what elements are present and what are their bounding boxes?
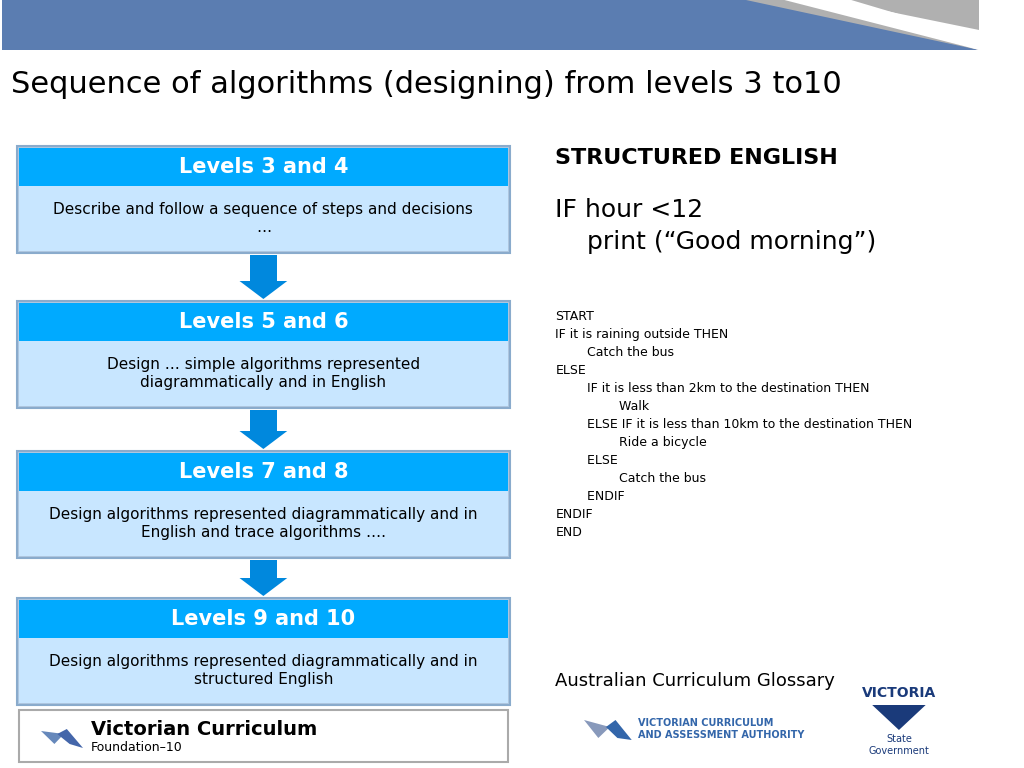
Polygon shape (41, 731, 63, 744)
FancyBboxPatch shape (19, 710, 508, 762)
FancyBboxPatch shape (250, 560, 276, 578)
Polygon shape (240, 281, 288, 299)
Text: Design algorithms represented diagrammatically and in
structured English: Design algorithms represented diagrammat… (49, 654, 477, 687)
Text: Australian Curriculum Glossary: Australian Curriculum Glossary (555, 672, 836, 690)
Text: Design algorithms represented diagrammatically and in
English and trace algorith: Design algorithms represented diagrammat… (49, 508, 477, 540)
FancyBboxPatch shape (250, 410, 276, 431)
FancyBboxPatch shape (19, 148, 508, 186)
Text: Levels 9 and 10: Levels 9 and 10 (171, 609, 355, 629)
Polygon shape (57, 729, 83, 748)
Polygon shape (784, 0, 979, 50)
FancyBboxPatch shape (19, 186, 508, 251)
Polygon shape (746, 0, 979, 50)
FancyBboxPatch shape (19, 491, 508, 556)
Text: Levels 5 and 6: Levels 5 and 6 (178, 312, 348, 332)
Text: Levels 3 and 4: Levels 3 and 4 (178, 157, 348, 177)
Text: START
IF it is raining outside THEN
        Catch the bus
ELSE
        IF it is : START IF it is raining outside THEN Catc… (555, 310, 912, 539)
FancyBboxPatch shape (17, 301, 510, 408)
Polygon shape (872, 705, 926, 730)
FancyBboxPatch shape (250, 255, 276, 281)
Text: State
Government: State Government (868, 734, 930, 756)
Text: Describe and follow a sequence of steps and decisions
…: Describe and follow a sequence of steps … (53, 202, 473, 235)
FancyBboxPatch shape (19, 341, 508, 406)
Text: IF hour <12
    print (“Good morning”): IF hour <12 print (“Good morning”) (555, 198, 877, 253)
Text: Levels 7 and 8: Levels 7 and 8 (178, 462, 348, 482)
FancyBboxPatch shape (19, 600, 508, 638)
Text: AND ASSESSMENT AUTHORITY: AND ASSESSMENT AUTHORITY (638, 730, 805, 740)
FancyBboxPatch shape (17, 598, 510, 705)
FancyBboxPatch shape (17, 451, 510, 558)
FancyBboxPatch shape (2, 0, 979, 50)
Text: STRUCTURED ENGLISH: STRUCTURED ENGLISH (555, 148, 838, 168)
FancyBboxPatch shape (19, 453, 508, 491)
Polygon shape (813, 0, 979, 50)
Polygon shape (240, 431, 288, 449)
Text: Sequence of algorithms (designing) from levels 3 to10: Sequence of algorithms (designing) from … (11, 70, 842, 99)
Text: VICTORIAN CURRICULUM: VICTORIAN CURRICULUM (638, 718, 774, 728)
Polygon shape (584, 720, 609, 738)
Polygon shape (606, 720, 632, 740)
FancyBboxPatch shape (17, 146, 510, 253)
Polygon shape (240, 578, 288, 596)
Text: VICTORIA: VICTORIA (862, 686, 936, 700)
Text: Foundation–10: Foundation–10 (91, 741, 182, 754)
Text: Victorian Curriculum: Victorian Curriculum (91, 720, 316, 740)
FancyBboxPatch shape (19, 303, 508, 341)
Text: Design … simple algorithms represented
diagrammatically and in English: Design … simple algorithms represented d… (106, 357, 420, 389)
FancyBboxPatch shape (19, 638, 508, 703)
